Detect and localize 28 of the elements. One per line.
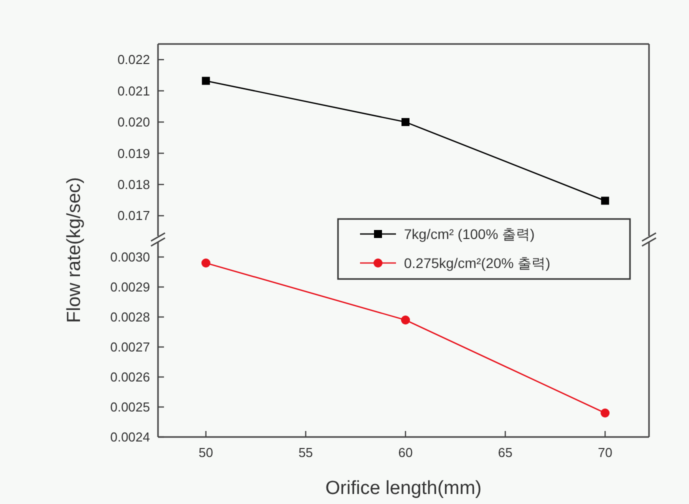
x-tick-label: 60 [398, 445, 413, 460]
point [201, 258, 210, 268]
y-tick-label: 0.0028 [110, 310, 150, 324]
x-axis-title: Orifice length(mm) [325, 478, 482, 499]
point [400, 316, 410, 324]
y-tick-label: 0.0025 [110, 400, 150, 414]
y-tick-label: 0.021 [117, 83, 150, 98]
y-tick-label: 0.018 [117, 176, 150, 192]
y-tick-label: 0.020 [117, 114, 150, 130]
y-tick-label: 0.0030 [110, 250, 150, 264]
legend-label: 7kg/cm² (100% 출력) [404, 226, 535, 242]
y-tick-label: 0.017 [117, 208, 150, 224]
x-tick-label: 65 [498, 445, 513, 460]
y-tick-label: 0.022 [117, 52, 150, 68]
x-tick-label: 55 [298, 445, 313, 460]
y-tick-label: 0.0027 [110, 340, 150, 354]
y-axis-title: Flow rate(kg/sec) [64, 177, 85, 323]
point [601, 196, 610, 205]
x-tick-label: 50 [198, 445, 214, 460]
point [202, 76, 210, 85]
point [600, 408, 610, 418]
x-tick-label: 70 [598, 445, 612, 460]
y-tick-label: 0.019 [117, 146, 150, 161]
y-tick-label: 0.0024 [110, 430, 150, 444]
legend-label: 0.275kg/cm²(20% 출력) [404, 255, 550, 271]
point [401, 118, 410, 126]
y-tick-label: 0.0026 [110, 370, 150, 384]
y-tick-label: 0.0029 [110, 280, 150, 294]
